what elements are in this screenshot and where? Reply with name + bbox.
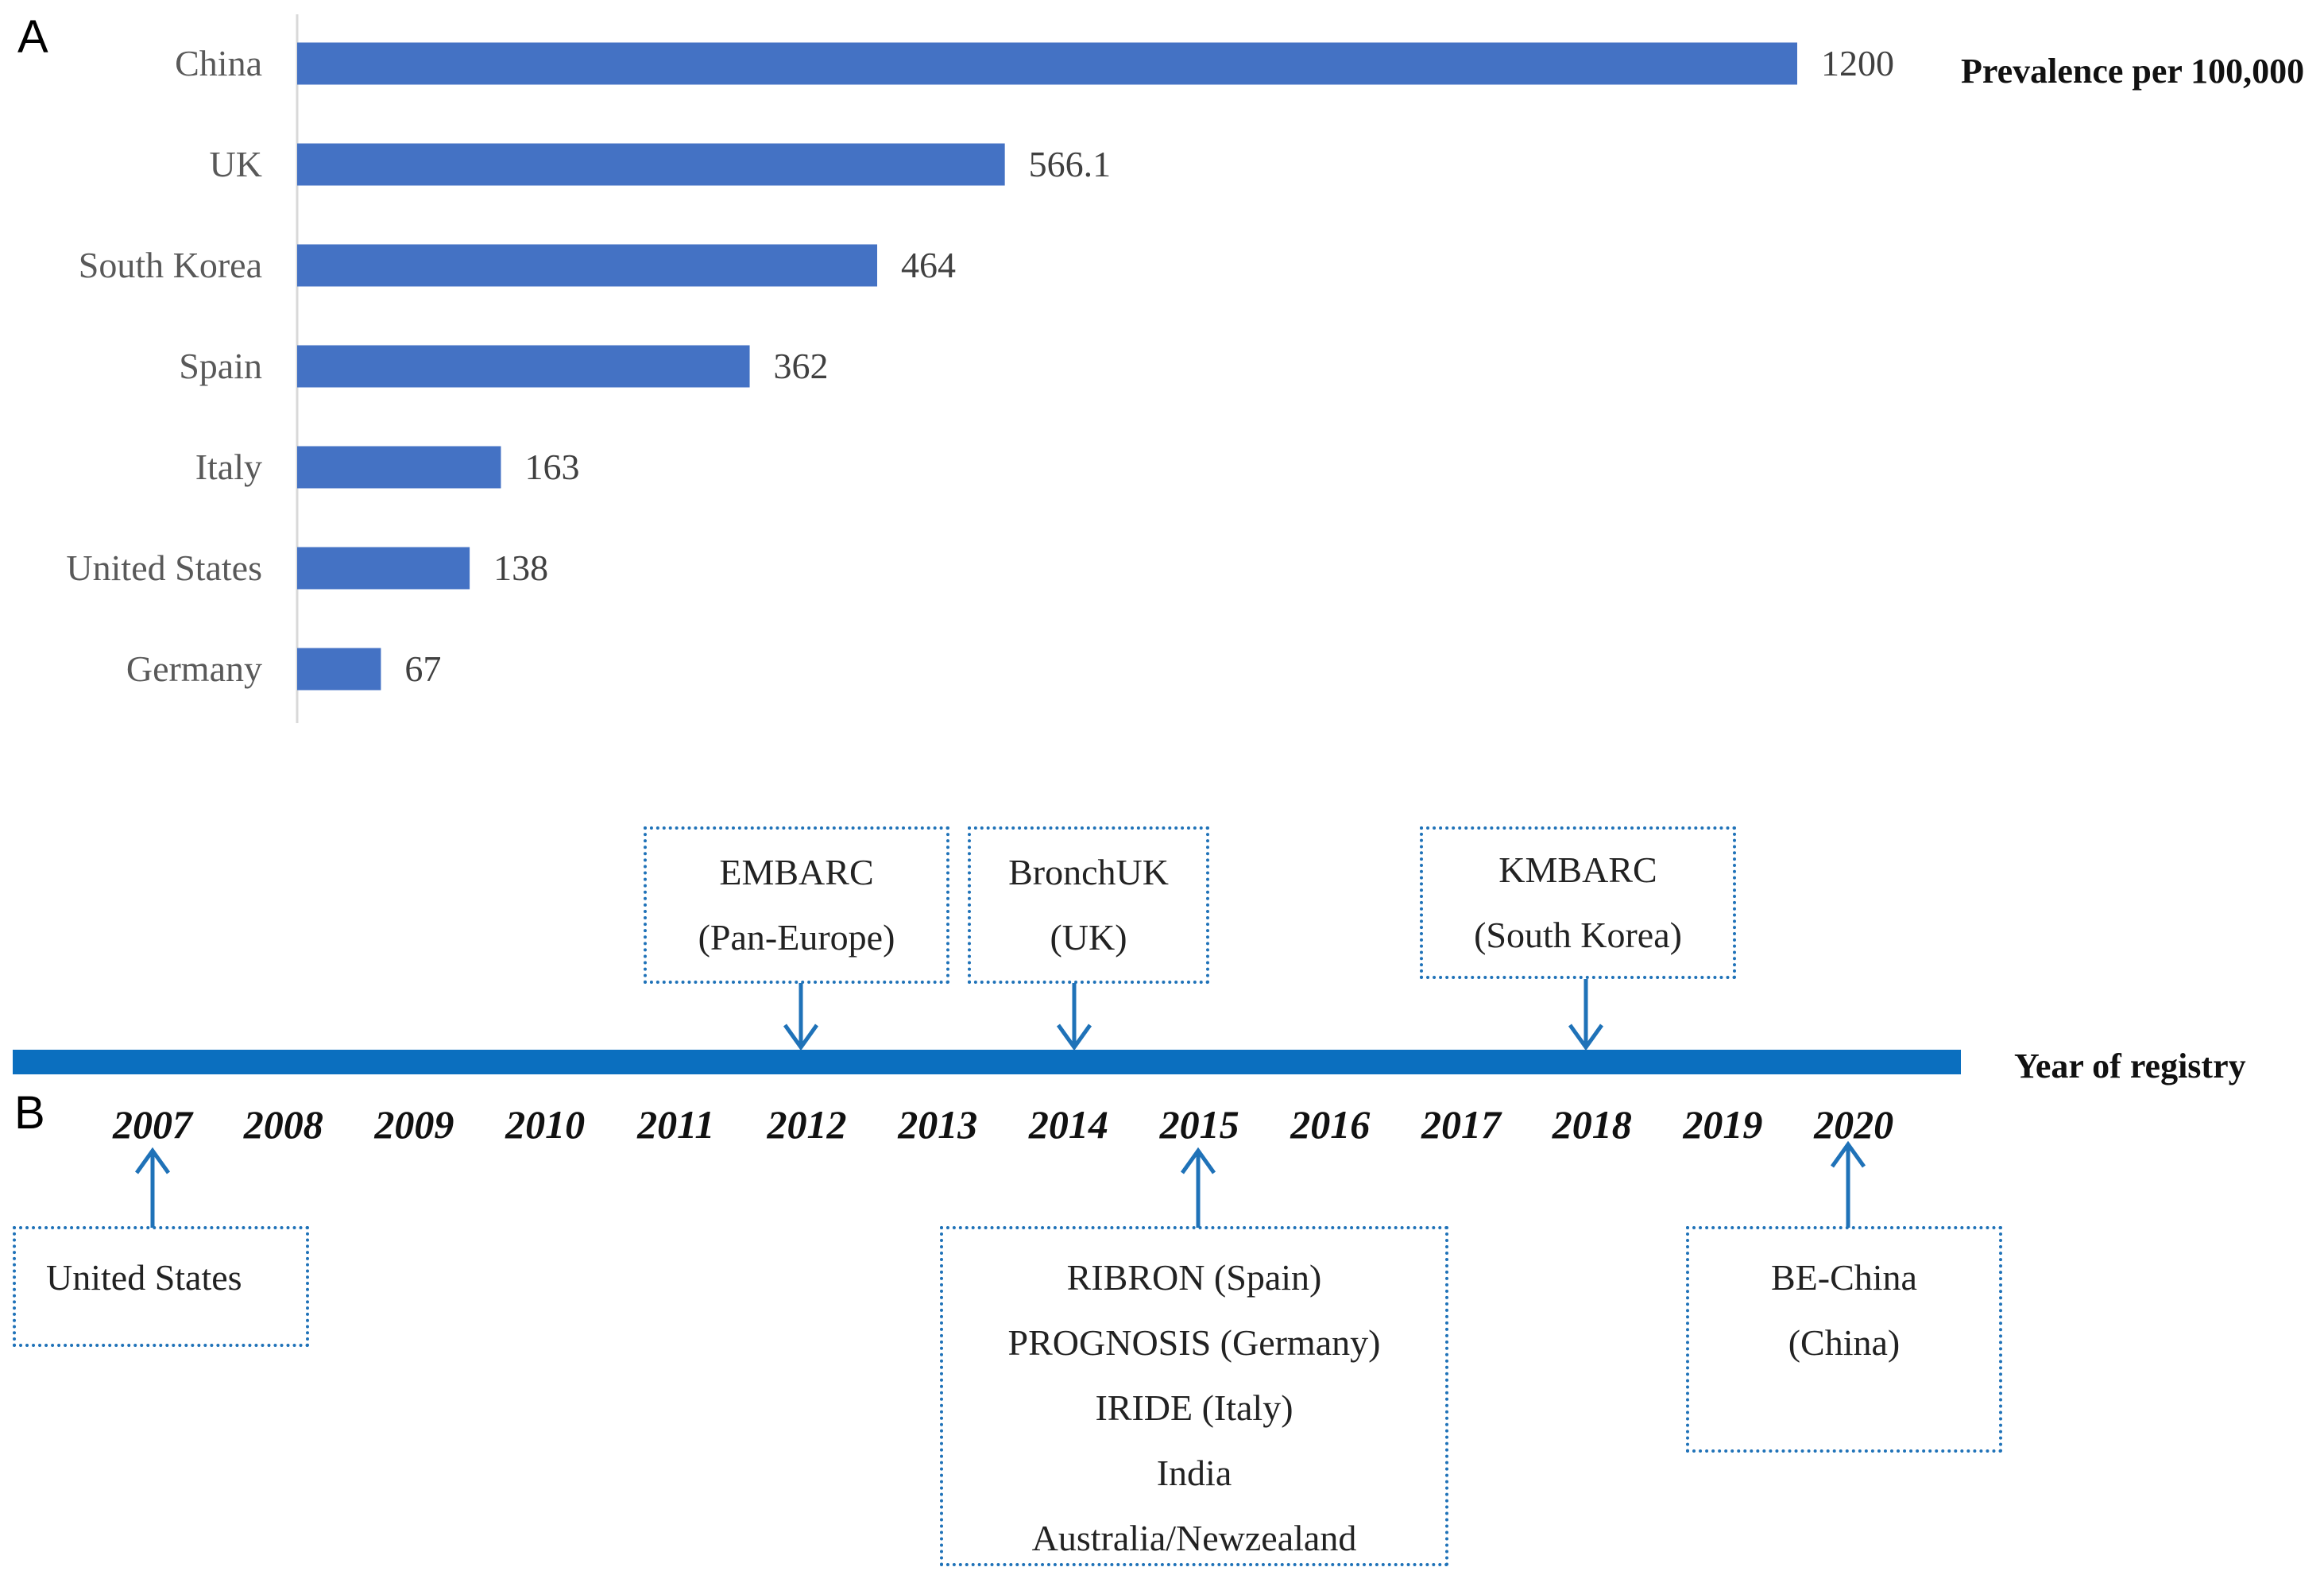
year-label: 2011	[637, 1102, 715, 1147]
value-label: 362	[774, 346, 829, 386]
value-label: 464	[901, 245, 956, 285]
prevalence-bar-chart: China 1200 UK 566.1 South Korea 464 Spain 362 It…	[66, 14, 1894, 723]
x-axis-title: Prevalence per 100,000	[1961, 52, 2305, 91]
registry-box-embarc-line-1: EMBARC	[719, 852, 874, 892]
timeline-line	[13, 1050, 1961, 1074]
category-label: South Korea	[79, 245, 262, 285]
year-label: 2015	[1159, 1102, 1239, 1147]
registry-box-bronchuk: BronchUK (UK)	[968, 826, 1209, 984]
value-label: 67	[404, 648, 441, 689]
arrow-kmbarc	[1568, 979, 1604, 1051]
category-label: China	[175, 43, 262, 83]
bar-china	[297, 42, 1797, 85]
year-label: 2009	[374, 1102, 454, 1147]
arrow-be-china	[1830, 1140, 1866, 1228]
year-label: 2012	[767, 1102, 847, 1147]
year-label: 2018	[1552, 1102, 1632, 1147]
registry-box-kmbarc-line-2: (South Korea)	[1474, 915, 1682, 955]
bar-italy	[297, 446, 501, 489]
year-label: 2019	[1683, 1102, 1763, 1147]
registry-box-bronchuk-line-1: BronchUK	[1008, 852, 1169, 892]
registry-box-2015-line-1: RIBRON (Spain)	[1066, 1257, 1322, 1298]
value-label: 163	[524, 447, 579, 487]
registry-box-embarc-line-2: (Pan-Europe)	[698, 917, 895, 958]
registry-box-2015-line-2: PROGNOSIS (Germany)	[1007, 1322, 1381, 1363]
year-label: 2016	[1290, 1102, 1371, 1147]
panel-a-label: A	[17, 11, 48, 63]
value-label: 138	[493, 548, 548, 588]
registry-box-2015-line-4: India	[1156, 1453, 1232, 1493]
timeline-title: Year of registry	[2014, 1047, 2246, 1085]
category-label: Spain	[179, 346, 262, 386]
year-label: 2008	[243, 1102, 323, 1147]
registry-box-kmbarc: KMBARC (South Korea)	[1420, 826, 1736, 979]
registry-box-embarc: EMBARC (Pan-Europe)	[644, 826, 949, 984]
registry-box-kmbarc-line-1: KMBARC	[1498, 849, 1657, 890]
category-label: United States	[66, 548, 262, 588]
registry-box-2015-line-5: Australia/Newzealand	[1031, 1518, 1357, 1558]
registry-box-united-states-line-1: United States	[46, 1257, 242, 1298]
year-label: 2014	[1028, 1102, 1108, 1147]
year-label: 2007	[113, 1102, 192, 1147]
panel-b-label: B	[14, 1087, 45, 1139]
arrow-bronchuk	[1056, 983, 1092, 1051]
bar-south-korea	[297, 244, 878, 287]
registry-box-bronchuk-line-2: (UK)	[1050, 917, 1127, 958]
value-label: 1200	[1821, 43, 1894, 83]
bar-germany	[297, 648, 381, 691]
registry-box-be-china-line-1: BE-China	[1771, 1257, 1917, 1298]
bar-united-states	[297, 547, 470, 590]
registry-box-2015-line-3: IRIDE (Italy)	[1095, 1387, 1293, 1428]
year-label: 2020	[1814, 1102, 1894, 1147]
registry-box-be-china: BE-China (China)	[1686, 1226, 2002, 1453]
year-label: 2013	[898, 1102, 978, 1147]
value-label: 566.1	[1029, 144, 1112, 184]
arrow-2015-group	[1180, 1147, 1216, 1228]
year-label: 2017	[1421, 1102, 1501, 1147]
category-label: Germany	[126, 648, 262, 689]
bar-uk	[297, 143, 1005, 186]
registry-box-united-states: United States	[13, 1226, 309, 1347]
arrow-embarc	[783, 983, 819, 1051]
category-label: UK	[210, 144, 262, 184]
bar-spain	[297, 345, 750, 388]
category-label: Italy	[195, 447, 262, 487]
arrow-united-states	[134, 1147, 171, 1228]
registry-box-2015-group: RIBRON (Spain) PROGNOSIS (Germany) IRIDE…	[940, 1226, 1448, 1566]
registry-box-be-china-line-2: (China)	[1788, 1322, 1901, 1363]
year-label: 2010	[505, 1102, 586, 1147]
